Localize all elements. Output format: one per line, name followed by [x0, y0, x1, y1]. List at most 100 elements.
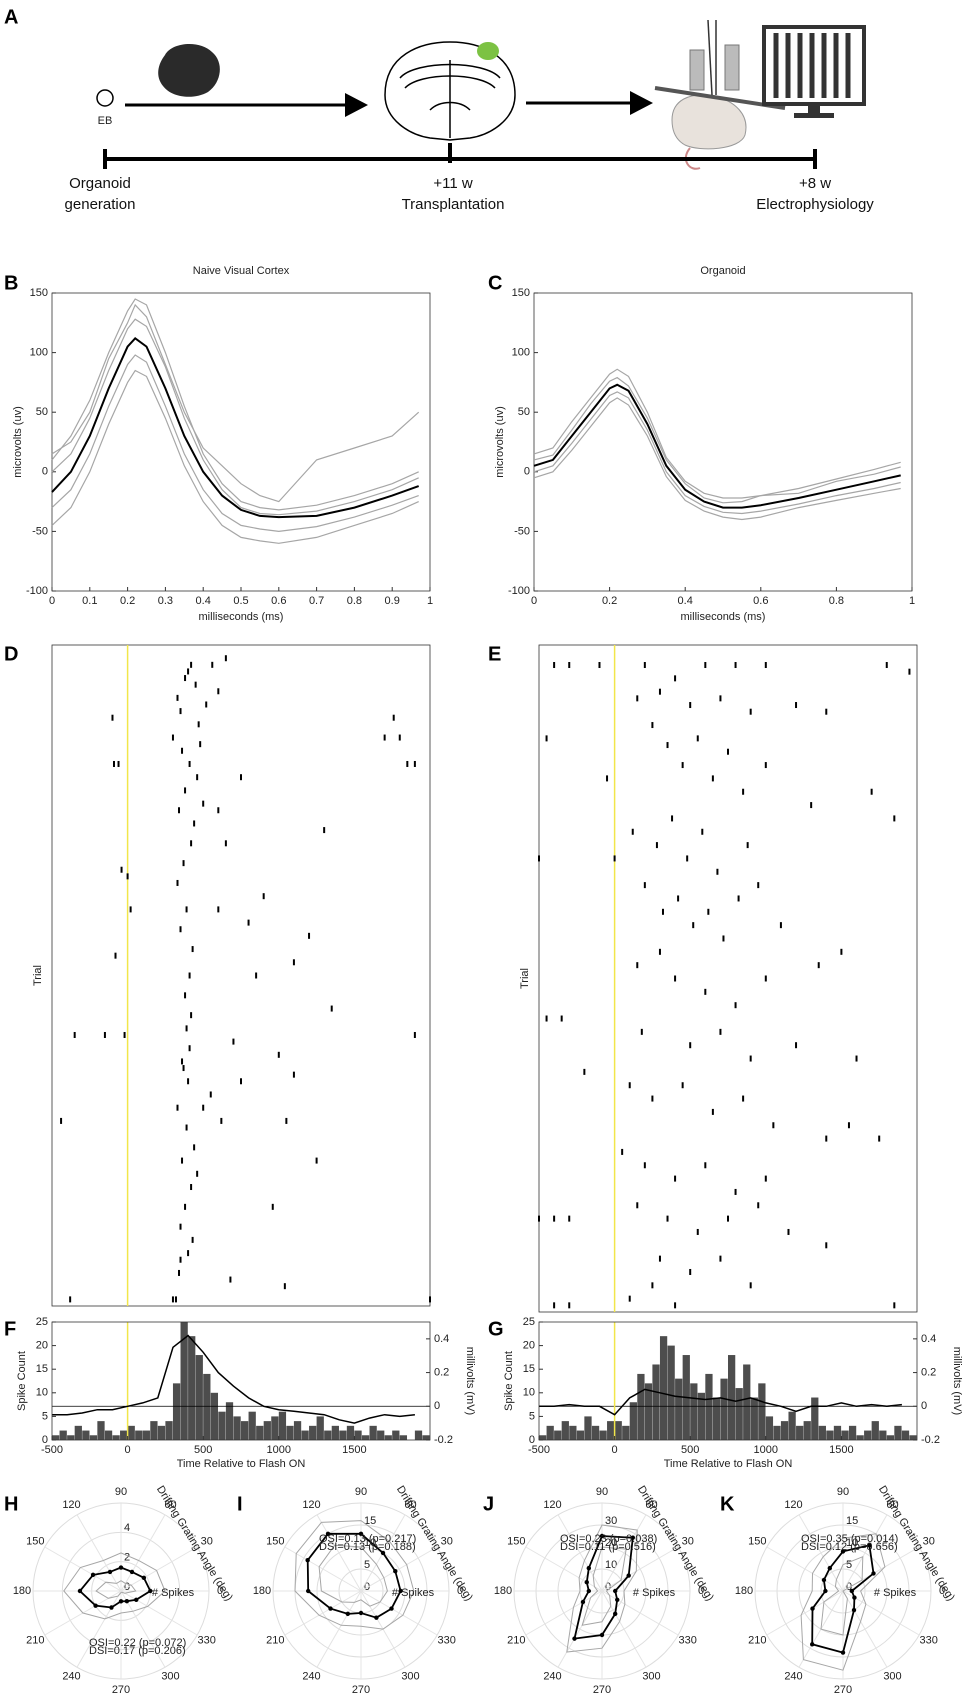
spike — [406, 760, 409, 767]
spike — [655, 842, 658, 849]
spike — [129, 906, 132, 913]
chart-panel: I0510150306090120150180210240270300330# … — [237, 1484, 475, 1696]
x-tick-label: 1 — [909, 595, 915, 607]
histogram-bar — [309, 1425, 317, 1440]
tuning-point — [398, 1588, 403, 1594]
y-tick-label: 5 — [529, 1410, 535, 1422]
spike — [383, 734, 386, 741]
spike — [764, 762, 767, 769]
polar-spoke — [557, 1590, 603, 1668]
spike — [220, 1117, 223, 1124]
tuning-curve — [820, 1555, 864, 1636]
polar-spoke — [557, 1514, 603, 1592]
waveform-line — [51, 303, 420, 503]
polar-spoke — [601, 1590, 679, 1636]
spike — [174, 1296, 177, 1303]
theta-tick-label: 0 — [457, 1585, 463, 1597]
spike — [187, 1250, 190, 1257]
histogram-bar — [788, 1411, 796, 1440]
histogram-bar — [803, 1421, 811, 1440]
y2-tick-label: -0.2 — [434, 1434, 453, 1446]
histogram-bar — [848, 1425, 857, 1440]
panel-letter: K — [720, 1493, 735, 1515]
spike — [686, 855, 689, 862]
y-tick-label: 0 — [42, 1434, 48, 1446]
r-tick-label: 0 — [364, 1581, 370, 1593]
histogram-bar — [728, 1355, 736, 1440]
x-tick-label: 1500 — [829, 1444, 853, 1456]
chart-panel: B 0 0.1 0.2 0.3 0.4 0.5 0.6 0.7 0.8 0.9 1 -100 -50 0 50… — [4, 265, 433, 623]
spike — [171, 1296, 174, 1303]
y-tick-label: -100 — [508, 585, 530, 597]
spike — [870, 788, 873, 795]
polar-spoke — [766, 1546, 844, 1592]
x-tick-label: 0 — [612, 1444, 618, 1456]
lfp-line — [539, 1388, 902, 1416]
spike — [240, 1078, 242, 1085]
spike — [855, 1055, 858, 1062]
eb-circle — [96, 89, 114, 107]
polar-spoke — [360, 1590, 438, 1636]
spike — [240, 774, 242, 781]
tuning-point — [358, 1610, 364, 1616]
spike — [196, 774, 199, 781]
theta-tick-label: 180 — [735, 1585, 753, 1597]
histogram-bar — [539, 1435, 547, 1440]
x-tick-label: 500 — [194, 1444, 212, 1456]
spike — [651, 722, 654, 729]
y2-tick-label: 0.4 — [434, 1333, 449, 1345]
spike — [224, 655, 227, 662]
tuning-point — [823, 1588, 828, 1594]
histogram-bar — [120, 1430, 128, 1440]
x-axis-label: Time Relative to Flash ON — [664, 1458, 793, 1470]
spike — [681, 762, 684, 769]
spike — [560, 1015, 563, 1022]
tuning-point — [821, 1577, 827, 1583]
spike — [217, 807, 220, 814]
annotation: OSI=0.13 (p=0.217) — [319, 1533, 416, 1545]
spike — [674, 675, 677, 682]
spike — [643, 1162, 646, 1169]
spike — [742, 788, 745, 795]
spike — [179, 708, 182, 715]
x-axis-label: milliseconds (ms) — [199, 611, 284, 623]
histogram-bar — [712, 1397, 721, 1440]
histogram-bar — [142, 1430, 150, 1440]
waveform-line — [51, 354, 419, 533]
polar-spoke — [842, 1590, 888, 1668]
y-tick-label: 150 — [30, 287, 48, 299]
y-axis-label: microvolts (uv) — [12, 406, 24, 478]
spike — [817, 962, 820, 969]
tuning-point — [141, 1575, 147, 1581]
spike — [674, 1175, 677, 1182]
waveform-line — [533, 383, 901, 509]
tuning-point — [810, 1606, 815, 1611]
spike — [636, 962, 639, 969]
spike — [734, 1002, 737, 1009]
r-axis-label: # Spikes — [633, 1587, 676, 1599]
spike — [893, 815, 896, 822]
spike — [292, 959, 295, 966]
spike — [696, 1228, 699, 1235]
histogram-bar — [864, 1430, 872, 1440]
monitor — [762, 25, 866, 118]
spike — [69, 1296, 72, 1303]
spike — [262, 893, 265, 900]
theta-tick-label: 240 — [62, 1671, 80, 1683]
x-tick-label: -500 — [528, 1444, 550, 1456]
histogram-bar — [554, 1430, 562, 1440]
x-tick-label: 1000 — [267, 1444, 291, 1456]
spike — [727, 1215, 729, 1222]
spike — [123, 1031, 126, 1038]
spike — [810, 802, 813, 809]
polar-spoke — [120, 1514, 166, 1592]
tuning-point — [599, 1533, 605, 1539]
stage-label: +11 w — [433, 175, 472, 192]
stage-label: Electrophysiology — [756, 196, 874, 213]
spike — [73, 1031, 76, 1038]
spike — [217, 906, 220, 913]
annotation: DSI=0.17 (p=0.206) — [89, 1645, 186, 1657]
stage-label: generation — [65, 196, 136, 213]
